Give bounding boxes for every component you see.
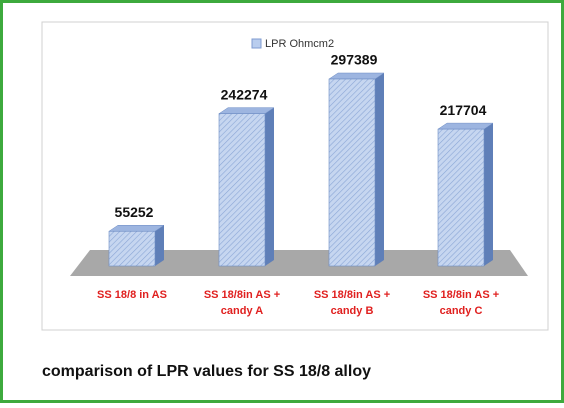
bar-top	[437, 122, 494, 130]
caption: comparison of LPR values for SS 18/8 all…	[42, 363, 371, 380]
bar-side	[265, 107, 274, 266]
x-tick-label: candy A	[221, 305, 263, 317]
x-tick-label: candy B	[331, 305, 374, 317]
bar	[218, 113, 266, 267]
bar-side	[375, 73, 384, 266]
x-tick-label: candy C	[440, 305, 483, 317]
data-label: 242274	[221, 86, 268, 102]
floor	[70, 250, 528, 276]
bar-top	[218, 107, 275, 114]
bar	[108, 230, 156, 267]
bar-side	[484, 123, 493, 266]
bar	[437, 128, 485, 267]
data-label: 297389	[331, 52, 378, 68]
legend-label: LPR Ohmcm2	[265, 38, 334, 50]
x-tick-label: SS 18/8 in AS	[97, 289, 167, 301]
x-tick-label: SS 18/8in AS +	[314, 289, 390, 301]
bar-top	[328, 72, 385, 80]
legend-swatch	[251, 38, 262, 49]
bar-top	[108, 225, 165, 232]
x-tick-label: SS 18/8in AS +	[204, 289, 280, 301]
data-label: 55252	[115, 204, 154, 220]
bar	[328, 78, 376, 267]
bar-side	[155, 225, 164, 266]
x-tick-label: SS 18/8in AS +	[423, 289, 499, 301]
data-label: 217704	[440, 102, 487, 118]
